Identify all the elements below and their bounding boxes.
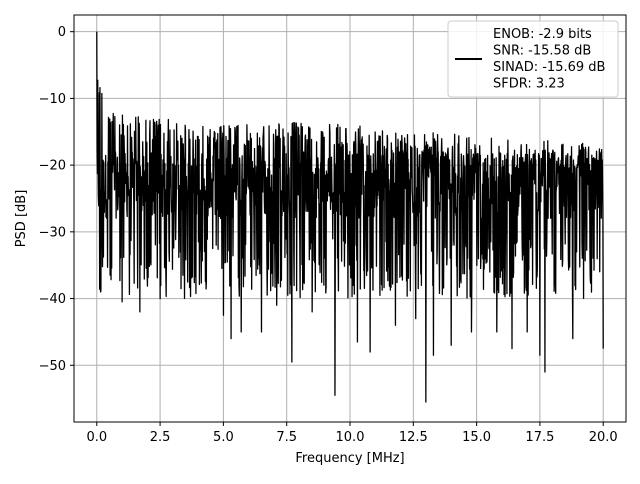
psd-series-line (96, 31, 604, 403)
y-tick-label: −10 (39, 92, 66, 107)
x-tick-label: 20.0 (589, 430, 618, 445)
y-tick-label: 0 (58, 25, 66, 40)
legend: ENOB: -2.9 bits SNR: -15.58 dB SINAD: -1… (447, 20, 619, 98)
legend-box (447, 20, 619, 98)
x-tick-label: 7.5 (276, 430, 297, 445)
legend-text-sfdr: SFDR: 3.23 (493, 77, 565, 92)
x-tick-label: 10.0 (336, 430, 365, 445)
y-axis-label: PSD [dB] (14, 190, 29, 248)
legend-text-enob: ENOB: -2.9 bits (493, 27, 592, 42)
x-tick-label: 12.5 (399, 430, 428, 445)
x-tick-label: 0.0 (86, 430, 107, 445)
x-tick-label: 5.0 (213, 430, 234, 445)
y-tick-label: −50 (39, 359, 66, 374)
x-tick-label: 15.0 (462, 430, 491, 445)
legend-text-snr: SNR: -15.58 dB (493, 44, 591, 59)
y-tick-label: −20 (39, 159, 66, 174)
x-axis-label: Frequency [MHz] (295, 451, 404, 466)
x-tick-label: 2.5 (150, 430, 171, 445)
legend-text-sinad: SINAD: -15.69 dB (493, 60, 605, 75)
series-layer (96, 31, 604, 403)
x-tick-label: 17.5 (525, 430, 554, 445)
y-tick-label: −40 (39, 292, 66, 307)
ticks: 0.0 2.5 5.0 7.5 10.0 12.5 15.0 17.5 20.0 0 −10 −20 −… (39, 25, 618, 445)
y-tick-label: −30 (39, 225, 66, 240)
